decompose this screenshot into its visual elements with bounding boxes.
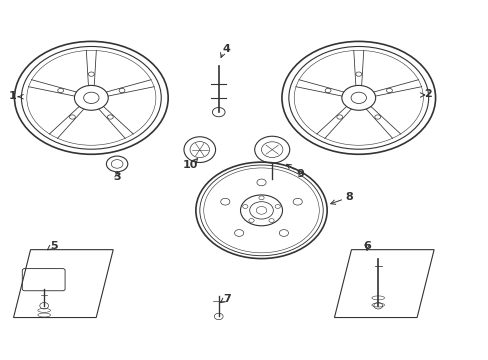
Text: 3: 3 xyxy=(113,172,121,182)
Text: 6: 6 xyxy=(363,241,370,251)
Text: 8: 8 xyxy=(345,192,352,202)
Text: 1: 1 xyxy=(8,91,16,101)
Text: 9: 9 xyxy=(295,168,303,179)
Text: 10: 10 xyxy=(182,160,197,170)
Text: 5: 5 xyxy=(50,241,58,251)
Text: 2: 2 xyxy=(424,89,431,99)
Text: 7: 7 xyxy=(223,294,230,303)
Text: 4: 4 xyxy=(222,44,229,54)
